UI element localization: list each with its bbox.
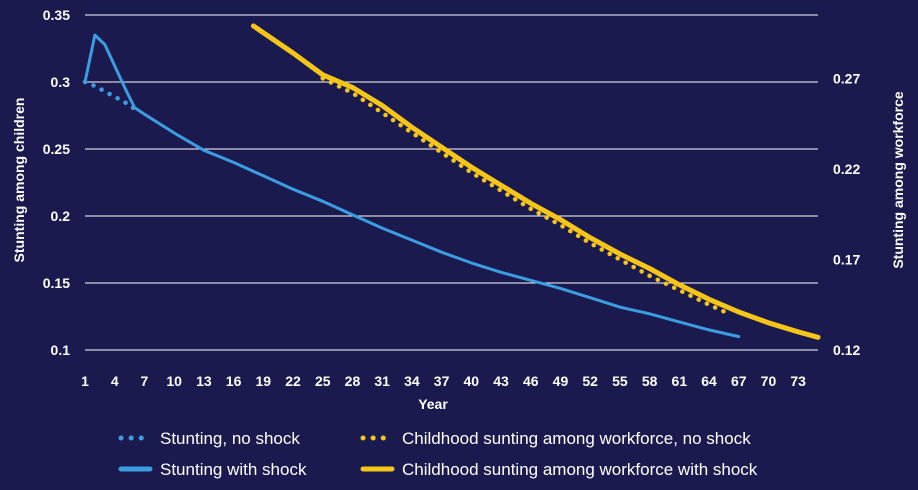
x-tick-label: 52 [582, 373, 598, 389]
gridlines [85, 14, 818, 351]
series-line-stunting-no-shock [82, 79, 137, 112]
series-layer [82, 23, 821, 340]
legend-item-workforce-no-shock: Childhood sunting among workforce, no sh… [360, 429, 751, 448]
legend-label-workforce-with-shock: Childhood sunting among workforce with s… [402, 460, 758, 479]
left-axis-title: Stunting among children [11, 98, 27, 263]
legend-label-stunting-no-shock: Stunting, no shock [160, 429, 300, 448]
x-tick-label: 67 [731, 373, 747, 389]
legend-label-stunting-with-shock: Stunting with shock [160, 460, 307, 479]
left-axis-ticks: 0.1 0.15 0.2 0.25 0.3 0.35 [43, 7, 70, 358]
legend-item-stunting-no-shock: Stunting, no shock [118, 429, 300, 448]
x-tick-label: 61 [672, 373, 688, 389]
y-right-tick-label: 0.12 [833, 342, 860, 358]
y-left-tick-label: 0.3 [51, 74, 71, 90]
x-tick-label: 31 [374, 373, 390, 389]
x-axis-title: Year [418, 396, 448, 412]
y-left-tick-label: 0.2 [51, 208, 71, 224]
x-tick-label: 55 [612, 373, 628, 389]
legend-label-workforce-no-shock: Childhood sunting among workforce, no sh… [402, 429, 751, 448]
series-line-stunting-with-shock [83, 33, 741, 339]
x-tick-label: 19 [256, 373, 272, 389]
y-right-tick-label: 0.17 [833, 251, 860, 267]
x-tick-label: 46 [523, 373, 539, 389]
x-tick-label: 1 [81, 373, 89, 389]
x-axis-ticks: 1 4 7 10 13 16 19 22 25 28 31 34 37 40 43 46 49 52 55 58 61 6… [81, 373, 806, 389]
x-tick-label: 10 [166, 373, 182, 389]
x-tick-label: 22 [285, 373, 301, 389]
x-tick-label: 16 [226, 373, 242, 389]
legend-item-workforce-with-shock: Childhood sunting among workforce with s… [360, 460, 758, 479]
x-tick-label: 4 [111, 373, 119, 389]
y-right-tick-label: 0.22 [833, 161, 860, 177]
series-line-childhood-sunting-among-workforce-with-shock [250, 23, 821, 340]
x-tick-label: 40 [464, 373, 480, 389]
y-left-tick-label: 0.1 [51, 342, 71, 358]
series-line-childhood-sunting-among-workforce-no-shock [320, 76, 732, 317]
y-left-tick-label: 0.25 [43, 141, 70, 157]
x-tick-label: 58 [642, 373, 658, 389]
y-left-tick-label: 0.35 [43, 7, 70, 23]
x-tick-label: 64 [701, 373, 717, 389]
x-tick-label: 70 [761, 373, 777, 389]
x-tick-label: 25 [315, 373, 331, 389]
x-tick-label: 73 [790, 373, 806, 389]
legend-item-stunting-with-shock: Stunting with shock [118, 460, 307, 479]
right-axis-ticks: 0.12 0.17 0.22 0.27 [833, 70, 860, 358]
legend: Stunting, no shock Stunting with shock C… [118, 429, 758, 479]
y-left-tick-label: 0.15 [43, 275, 70, 291]
x-tick-label: 28 [345, 373, 361, 389]
x-tick-label: 13 [196, 373, 212, 389]
x-tick-label: 37 [434, 373, 450, 389]
x-tick-label: 7 [141, 373, 149, 389]
right-axis-title: Stunting among workforce [890, 91, 906, 269]
x-tick-label: 34 [404, 373, 420, 389]
x-tick-label: 49 [553, 373, 569, 389]
y-right-tick-label: 0.27 [833, 70, 860, 86]
x-tick-label: 43 [493, 373, 509, 389]
